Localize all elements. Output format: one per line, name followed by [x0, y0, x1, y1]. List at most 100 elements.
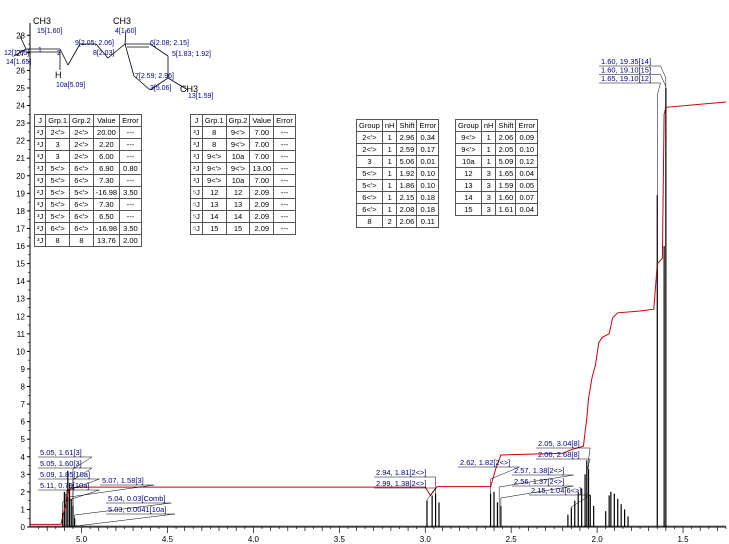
table-cell: 0.05	[515, 179, 539, 192]
table-cell: 8	[356, 215, 383, 228]
table-header-cell: Value	[249, 114, 275, 127]
peak-annotations: 5.05, 1.61[3] 5.05, 1.60[3] 5.09, 1.85[10a…	[38, 57, 667, 527]
table-row: 6<'> 1 2.08 0.18	[356, 203, 440, 216]
table-cell: ---	[273, 198, 296, 211]
x-tick-label: 4.0	[248, 535, 260, 544]
table-cell: ³J	[190, 150, 203, 163]
table-cell: 1.92	[396, 167, 418, 180]
y-tick-label: 7	[21, 400, 26, 409]
peak-annotation: 1.60, 19.10[15]	[601, 66, 651, 75]
table-cell: 10a	[225, 150, 251, 163]
table-cell: 3	[480, 191, 497, 204]
table-row: ⁵J 14 14 2.09 ---	[190, 210, 296, 223]
table-header-cell: Error	[515, 119, 539, 132]
table-header-cell: J	[33, 114, 47, 127]
peak-annotation: 2.94, 1.81[2<>]	[376, 468, 426, 477]
table-cell: ---	[119, 150, 142, 163]
table-cell: 2.06	[495, 131, 517, 144]
table-cell: 5<'>	[45, 198, 71, 211]
table-cell: 7.00	[249, 150, 275, 163]
table-cell: 1.86	[396, 179, 418, 192]
table-cell: 2.06	[396, 215, 418, 228]
y-tick-label: 14	[16, 277, 25, 286]
table-cell: 6<'>	[69, 210, 94, 223]
table-row: 2<'> 1 2.96 0.34	[356, 131, 440, 144]
table-header-cell: Group	[356, 119, 383, 132]
y-tick-label: 20	[16, 172, 25, 181]
table-cell: 2<'>	[356, 143, 383, 156]
table-cell: 1	[381, 167, 398, 180]
hydrogen-label: H	[55, 70, 62, 80]
table-row: ⁵J 12 12 2.09 ---	[190, 186, 296, 199]
table-row: ²J 6<'> 6<'> -16.98 3.50	[33, 222, 142, 235]
annotation-leader	[69, 484, 155, 498]
table-cell: 2.09	[249, 198, 275, 211]
table-cell: ---	[273, 126, 296, 139]
table-cell: 5<'>	[45, 162, 71, 175]
y-tick-label: 0	[21, 523, 26, 532]
y-tick-label: 12	[16, 312, 25, 321]
atom-2-label: 2	[57, 50, 61, 57]
table-cell: ---	[273, 150, 296, 163]
shift-table-right: Group nH Shift Error 9<'> 1 2.06 0.09 9<'> 1 2.05 0…	[455, 119, 539, 216]
table-cell: ³J	[33, 198, 47, 211]
table-cell: 6.90	[92, 162, 121, 175]
atom-13-label: 13[1.59]	[188, 93, 214, 100]
y-tick-label: 27	[16, 49, 25, 58]
table-cell: ³J	[33, 162, 47, 175]
table-row: ³J 5<'> 6<'> 7.30 ---	[33, 198, 142, 211]
table-cell: 8	[45, 234, 71, 247]
annotation-leader	[490, 466, 520, 480]
ch3-left-label: CH3	[33, 16, 52, 26]
y-tick-label: 23	[16, 119, 25, 128]
table-cell: 13.00	[249, 162, 275, 175]
atom-6-label: 6[2.08; 2.15]	[150, 40, 189, 47]
table-cell: 3	[480, 167, 497, 180]
table-cell: 3	[480, 179, 497, 192]
table-cell: ³J	[190, 126, 203, 139]
y-tick-label: 28	[16, 31, 25, 40]
y-tick-label: 13	[16, 295, 25, 304]
table-cell: 1	[381, 191, 398, 204]
table-row: ³J 9<'> 10a 7.00 ---	[190, 150, 296, 163]
y-tick-label: 6	[21, 418, 26, 427]
table-cell: 15	[201, 222, 227, 235]
y-tick-label: 10	[16, 347, 25, 356]
table-cell: 6<'>	[69, 222, 94, 235]
y-tick-label: 19	[16, 189, 25, 198]
table-cell: ⁵J	[190, 210, 203, 223]
table-row: ³J 8 9<'> 7.00 ---	[190, 126, 296, 139]
table-cell: 7.00	[249, 138, 275, 151]
table-cell: 2.00	[119, 234, 142, 247]
table-cell: 1	[480, 143, 497, 156]
table-cell: 9<'>	[225, 138, 251, 151]
table-header-cell: nH	[381, 119, 398, 132]
ch3-right-label: CH3	[180, 84, 199, 94]
table-cell: ---	[119, 174, 142, 187]
shift-table-left: Group nH Shift Error 2<'> 1 2.96 0.34 2<'> 1 2.59 0…	[356, 119, 440, 228]
annotation-leader	[76, 513, 175, 527]
table-cell: 3	[45, 150, 71, 163]
table-row: 15 3 1.61 0.04	[455, 203, 539, 216]
table-cell: 7.30	[92, 198, 121, 211]
table-cell: 13	[455, 179, 482, 192]
atom-1-label: 1	[38, 47, 42, 54]
table-cell: 9<'>	[225, 162, 251, 175]
peak-annotation: 2.05, 3.04[8]	[538, 439, 580, 448]
y-tick-label: 5	[21, 435, 26, 444]
table-cell: -16.98	[92, 186, 121, 199]
table-cell: 0.34	[416, 131, 440, 144]
table-cell: 1	[381, 155, 398, 168]
peak-annotation: 2.57, 1.38[2<>]	[514, 466, 564, 475]
atom-4-label: 4[1.60]	[115, 28, 137, 35]
peak-annotation: 5.09, 1.85[10a]	[40, 470, 90, 479]
table-cell: 1	[381, 203, 398, 216]
annotation-leader	[657, 82, 661, 96]
table-row: ²J 2<'> 2<'> 20.00 ---	[33, 126, 142, 139]
table-row: ³J 3 2<'> 6.00 ---	[33, 150, 142, 163]
atom-3-ring-label: 3[5.06]	[150, 85, 172, 92]
table-cell: 1	[381, 131, 398, 144]
table-cell: 2<'>	[45, 126, 71, 139]
coupling-table-right: J Grp.1 Grp.2 Value Error ³J 8 9<'> 7.00 --- ³J 8 9<…	[190, 114, 296, 235]
